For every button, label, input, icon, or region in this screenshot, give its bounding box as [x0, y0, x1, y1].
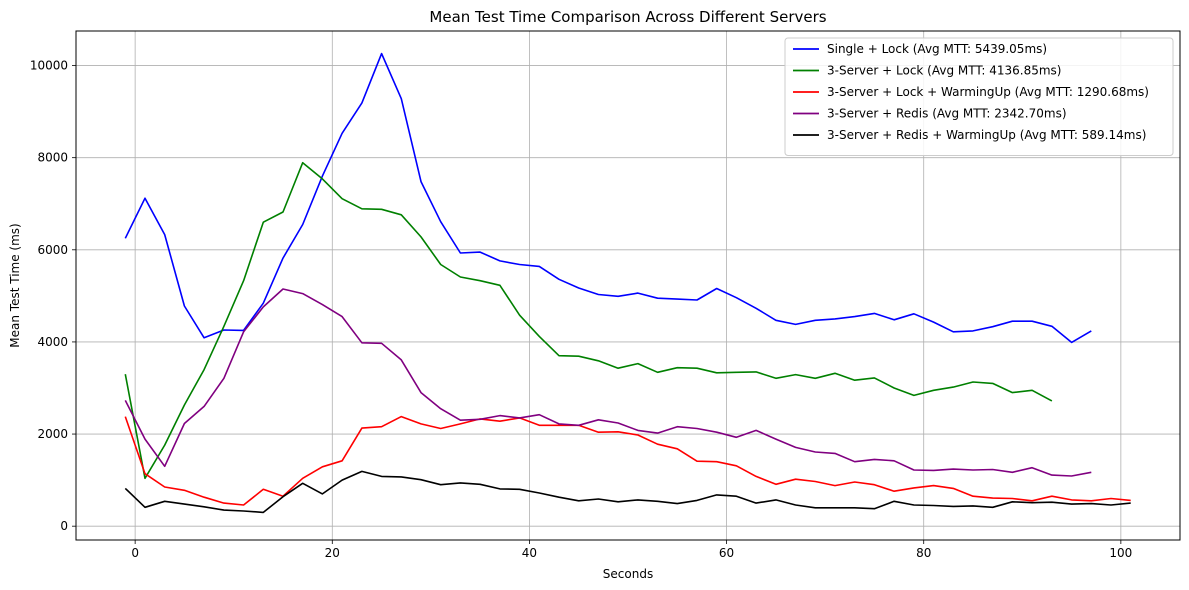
- chart-title: Mean Test Time Comparison Across Differe…: [429, 8, 826, 26]
- x-axis-label: Seconds: [603, 567, 653, 581]
- x-tick-label: 80: [916, 546, 931, 560]
- y-tick-label: 6000: [37, 243, 68, 257]
- grid-lines: [76, 31, 1180, 540]
- legend-entry: Single + Lock (Avg MTT: 5439.05ms): [827, 42, 1047, 56]
- y-tick-label: 4000: [37, 335, 68, 349]
- y-tick-label: 8000: [37, 151, 68, 165]
- x-tick-label: 20: [325, 546, 340, 560]
- legend-entry: 3-Server + Redis + WarmingUp (Avg MTT: 5…: [827, 128, 1146, 142]
- series-line-2: [124, 161, 1053, 480]
- plot-frame: [75, 30, 1181, 541]
- y-tick-label: 0: [60, 519, 68, 533]
- legend: Single + Lock (Avg MTT: 5439.05ms) 3-Serv…: [784, 37, 1174, 156]
- y-axis-label: Mean Test Time (ms): [8, 223, 22, 347]
- series-line-3: [124, 415, 1131, 506]
- legend-entry: 3-Server + Lock + WarmingUp (Avg MTT: 12…: [827, 85, 1149, 99]
- legend-entry: 3-Server + Lock (Avg MTT: 4136.85ms): [827, 64, 1062, 78]
- y-tick-label: 2000: [37, 427, 68, 441]
- x-tick-label: 40: [522, 546, 537, 560]
- y-tick-label: 10000: [30, 59, 68, 73]
- x-tick-label: 0: [131, 546, 139, 560]
- x-tick-label: 100: [1109, 546, 1132, 560]
- legend-entry: 3-Server + Redis (Avg MTT: 2342.70ms): [827, 107, 1067, 121]
- series-line-1: [124, 52, 1092, 344]
- x-tick-label: 60: [719, 546, 734, 560]
- series-lines: [124, 52, 1131, 514]
- axis-ticks: 0 20 40 60 80 100 0 2000 4000 6000 8000 10000: [30, 59, 1132, 560]
- legend-box: [784, 37, 1174, 156]
- series-line-4: [124, 288, 1092, 477]
- series-line-5: [124, 470, 1131, 514]
